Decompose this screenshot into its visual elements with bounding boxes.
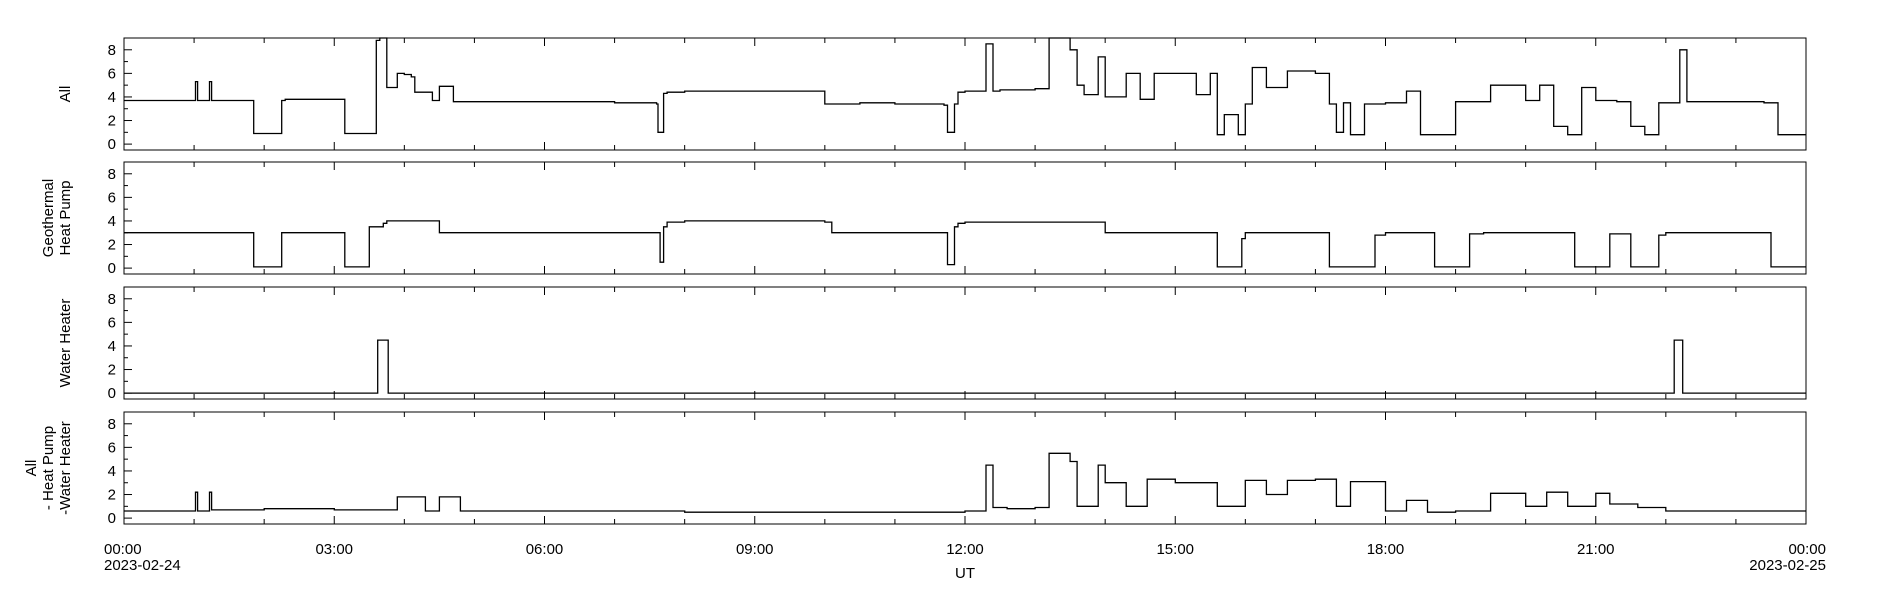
x-tick-label: 00:00 xyxy=(1788,541,1826,558)
x-tick-label: 15:00 xyxy=(1156,541,1194,558)
x-tick-date-label: 2023-02-24 xyxy=(104,557,181,574)
y-axis-label: All xyxy=(57,86,74,103)
y-tick-label: 4 xyxy=(108,213,116,230)
y-tick-label: 6 xyxy=(108,189,116,206)
x-axis-label: UT xyxy=(955,565,975,582)
panel-frame-1 xyxy=(123,161,1807,275)
series-line-3 xyxy=(124,452,1806,513)
y-tick-label: 8 xyxy=(108,416,116,433)
y-tick-label: 2 xyxy=(108,237,116,254)
y-tick-label: 2 xyxy=(108,113,116,130)
y-axis-label: Heat Pump xyxy=(57,180,74,255)
y-tick-label: 6 xyxy=(108,439,116,456)
panel-frame-2 xyxy=(123,286,1807,400)
panel-frame-3 xyxy=(123,411,1807,525)
y-tick-label: 4 xyxy=(108,338,116,355)
y-tick-label: 8 xyxy=(108,291,116,308)
x-tick-label: 09:00 xyxy=(736,541,774,558)
x-tick-label: 18:00 xyxy=(1367,541,1405,558)
y-tick-label: 6 xyxy=(108,65,116,82)
y-tick-label: 0 xyxy=(108,136,116,153)
x-tick-label: 21:00 xyxy=(1577,541,1615,558)
x-tick-label: 06:00 xyxy=(526,541,564,558)
x-tick-label: 03:00 xyxy=(315,541,353,558)
series-line-1 xyxy=(124,220,1806,268)
y-tick-label: 8 xyxy=(108,42,116,59)
series-line-0 xyxy=(124,37,1806,136)
y-tick-label: 2 xyxy=(108,487,116,504)
x-tick-date-label: 2023-02-25 xyxy=(1749,557,1826,574)
y-tick-label: 6 xyxy=(108,314,116,331)
y-tick-label: 0 xyxy=(108,260,116,277)
y-axis-label: Geothermal xyxy=(40,179,57,257)
x-tick-label: 12:00 xyxy=(946,541,984,558)
y-tick-label: 4 xyxy=(108,89,116,106)
x-tick-label: 00:00 xyxy=(104,541,142,558)
y-tick-label: 2 xyxy=(108,362,116,379)
series-line-2 xyxy=(124,339,1806,394)
y-tick-label: 0 xyxy=(108,385,116,402)
y-axis-label: - Heat Pump xyxy=(40,426,57,510)
y-tick-label: 8 xyxy=(108,166,116,183)
y-tick-label: 4 xyxy=(108,463,116,480)
y-tick-label: 0 xyxy=(108,510,116,527)
y-axis-label: -Water Heater xyxy=(57,421,74,515)
y-axis-label: All xyxy=(23,460,40,477)
y-axis-label: Water Heater xyxy=(57,299,74,388)
